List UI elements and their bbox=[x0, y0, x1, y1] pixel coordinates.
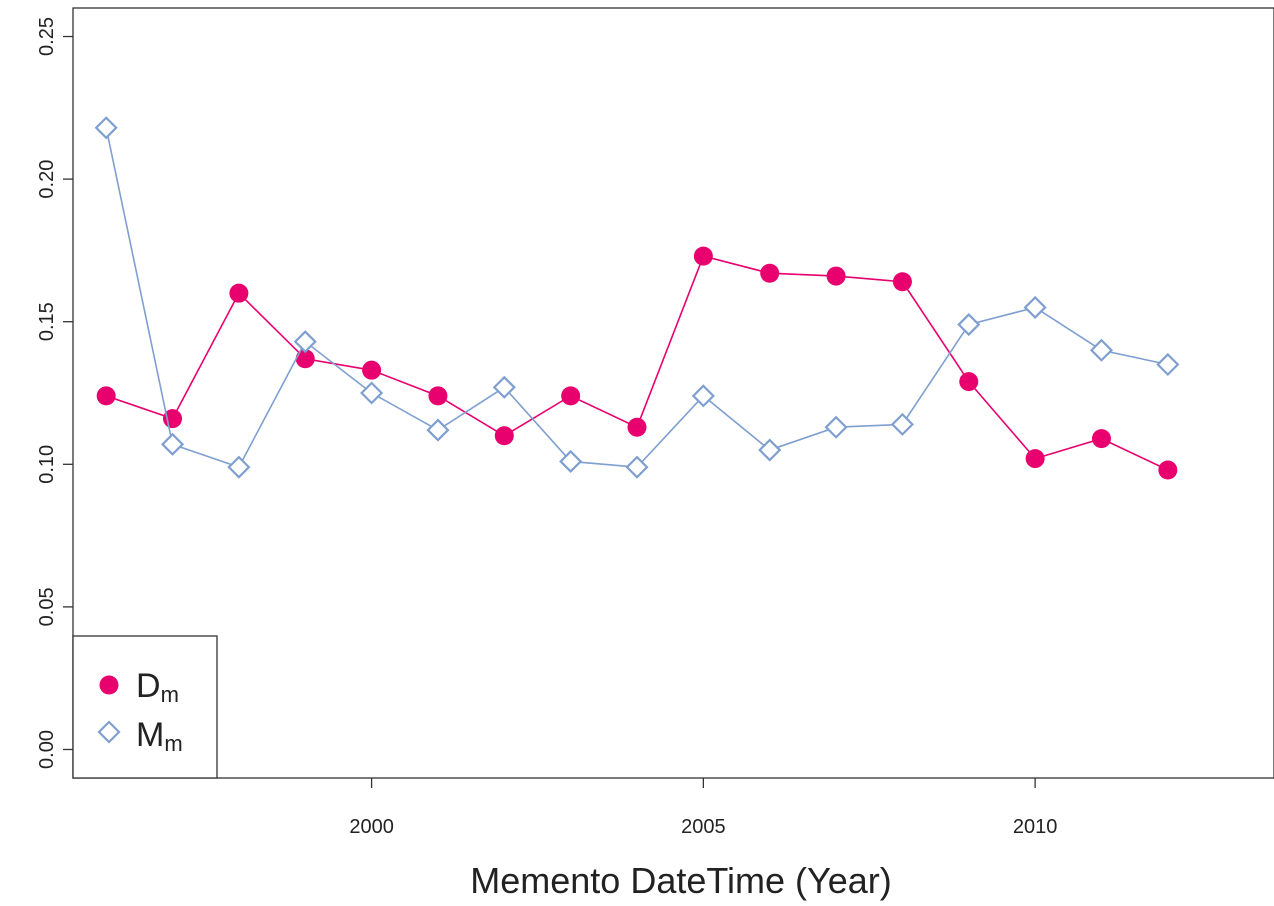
legend-label-d: Dm bbox=[136, 667, 179, 707]
y-tick-label: 0.15 bbox=[36, 302, 58, 341]
data-point-d bbox=[96, 386, 116, 406]
x-axis-label: Memento DateTime (Year) bbox=[470, 860, 892, 901]
data-point-d bbox=[1091, 429, 1111, 449]
data-point-d bbox=[826, 266, 846, 286]
series-layer bbox=[94, 116, 1180, 480]
y-axis: 0.00 0.05 0.10 0.15 0.20 0.25 bbox=[36, 17, 73, 769]
data-point-m bbox=[360, 381, 384, 405]
data-point-m bbox=[160, 432, 185, 456]
legend-marker-d bbox=[99, 675, 119, 695]
data-point-d bbox=[1158, 460, 1178, 480]
x-axis: 2000 2005 2010 bbox=[349, 778, 1057, 838]
data-point-m bbox=[890, 412, 914, 436]
data-point-m bbox=[691, 384, 715, 408]
data-point-d bbox=[1025, 449, 1045, 469]
data-point-m bbox=[625, 455, 649, 479]
x-tick-label: 2005 bbox=[681, 816, 726, 838]
data-point-m bbox=[293, 330, 317, 354]
data-point-d bbox=[760, 263, 780, 283]
data-point-m bbox=[426, 418, 450, 442]
data-point-m bbox=[1156, 352, 1180, 377]
data-point-m bbox=[1089, 338, 1114, 362]
y-tick-label: 0.10 bbox=[36, 445, 58, 484]
y-tick-label: 0.20 bbox=[36, 160, 58, 199]
data-point-m bbox=[492, 375, 516, 399]
y-tick-label: 0.05 bbox=[36, 587, 58, 626]
data-point-d bbox=[627, 417, 647, 437]
data-point-m bbox=[94, 116, 118, 140]
data-point-d bbox=[428, 386, 448, 406]
x-tick-label: 2010 bbox=[1013, 816, 1058, 838]
legend: Dm Mm bbox=[72, 635, 218, 779]
series-line-d bbox=[105, 255, 1169, 471]
y-tick-label: 0.00 bbox=[36, 730, 58, 769]
data-point-d bbox=[892, 272, 912, 292]
data-point-m bbox=[957, 312, 981, 337]
legend-box bbox=[72, 635, 218, 779]
data-point-m bbox=[1023, 295, 1047, 320]
plot-frame bbox=[72, 7, 1274, 779]
data-point-m bbox=[559, 449, 583, 474]
data-point-d bbox=[362, 360, 382, 380]
series-line-m bbox=[105, 127, 1169, 469]
data-point-d bbox=[295, 349, 315, 369]
y-tick-label: 0.25 bbox=[36, 17, 58, 56]
legend-label-m: Mm bbox=[136, 716, 183, 756]
data-point-d bbox=[561, 386, 581, 406]
data-point-d bbox=[494, 426, 514, 446]
data-point-d bbox=[959, 372, 979, 392]
legend-marker-m bbox=[97, 720, 121, 744]
data-point-m bbox=[227, 455, 251, 479]
data-point-m bbox=[758, 438, 782, 462]
data-point-d bbox=[693, 246, 713, 266]
x-tick-label: 2000 bbox=[349, 816, 394, 838]
data-point-d bbox=[229, 283, 249, 303]
data-point-m bbox=[824, 415, 848, 439]
